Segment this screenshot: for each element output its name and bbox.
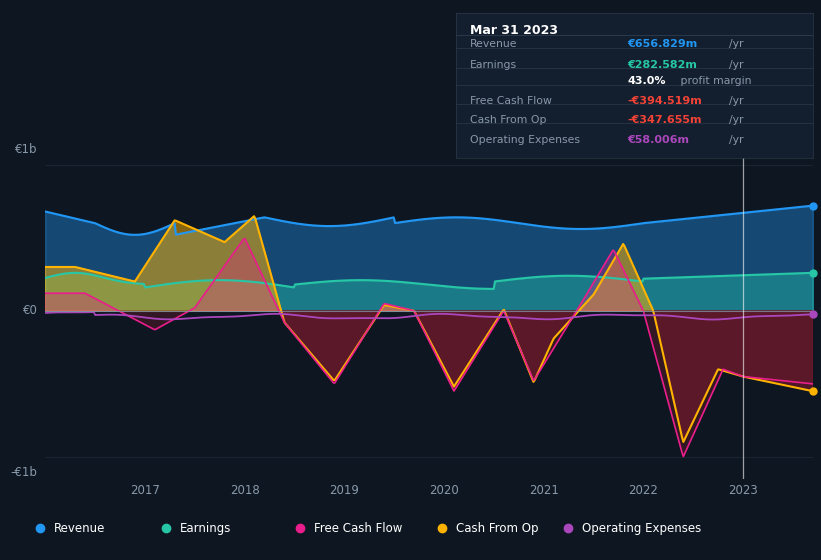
Text: €282.582m: €282.582m — [627, 60, 697, 69]
Text: /yr: /yr — [729, 135, 743, 145]
Text: 43.0%: 43.0% — [627, 76, 666, 86]
Text: profit margin: profit margin — [677, 76, 751, 86]
Text: €1b: €1b — [15, 143, 38, 156]
Text: /yr: /yr — [729, 60, 743, 69]
Text: -€347.655m: -€347.655m — [627, 115, 702, 124]
Text: -€394.519m: -€394.519m — [627, 96, 702, 106]
Text: Earnings: Earnings — [181, 522, 232, 535]
Text: €656.829m: €656.829m — [627, 39, 697, 49]
Text: Earnings: Earnings — [470, 60, 517, 69]
Text: /yr: /yr — [729, 96, 743, 106]
Text: Cash From Op: Cash From Op — [456, 522, 539, 535]
Text: Cash From Op: Cash From Op — [470, 115, 547, 124]
Text: Free Cash Flow: Free Cash Flow — [314, 522, 403, 535]
Text: Free Cash Flow: Free Cash Flow — [470, 96, 552, 106]
Text: €0: €0 — [23, 304, 38, 318]
Text: /yr: /yr — [729, 115, 743, 124]
Text: Revenue: Revenue — [54, 522, 106, 535]
Text: €58.006m: €58.006m — [627, 135, 689, 145]
Text: -€1b: -€1b — [11, 466, 38, 479]
Text: Operating Expenses: Operating Expenses — [582, 522, 702, 535]
Text: Mar 31 2023: Mar 31 2023 — [470, 24, 558, 36]
Text: Revenue: Revenue — [470, 39, 517, 49]
Text: Operating Expenses: Operating Expenses — [470, 135, 580, 145]
Text: /yr: /yr — [729, 39, 743, 49]
